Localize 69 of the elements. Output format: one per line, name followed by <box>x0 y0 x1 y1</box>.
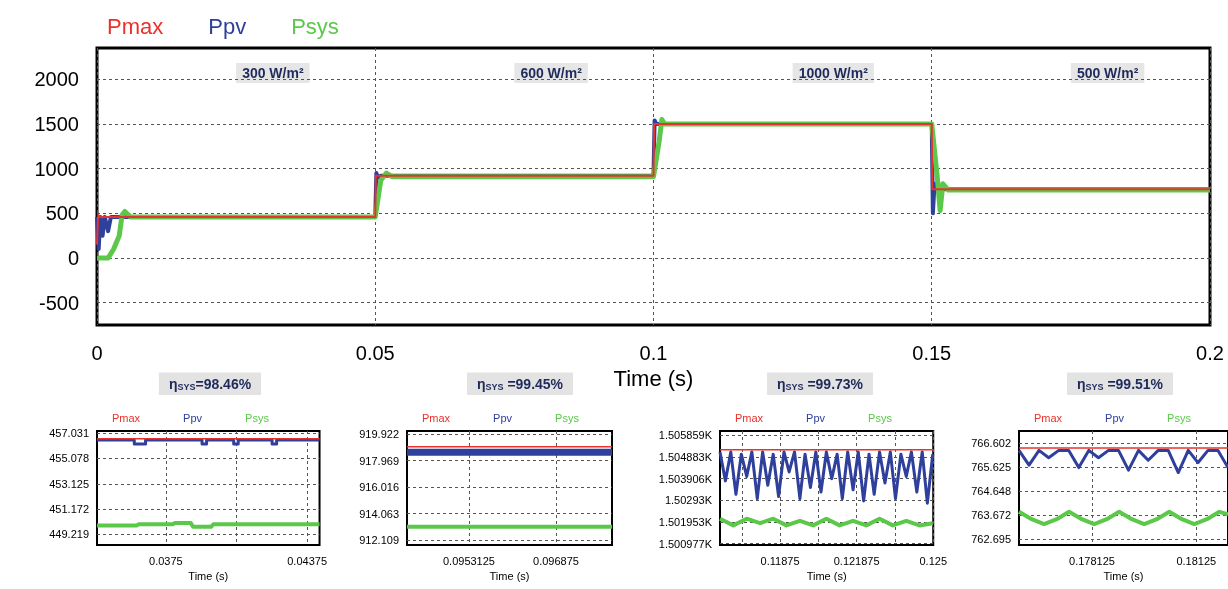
y-tick-label: 914.063 <box>359 507 399 520</box>
text: Pmax <box>735 412 764 424</box>
annotation: 300 W/m² <box>242 65 304 81</box>
x-tick-label: 0.0375 <box>149 554 183 567</box>
x-axis-title: Time (s) <box>613 366 694 392</box>
text: Psys <box>1167 412 1192 424</box>
y-tick-label: 766.602 <box>971 436 1011 449</box>
text: Pmax <box>1034 412 1063 424</box>
x-tick-label: 0.178125 <box>1069 554 1115 567</box>
y-tick-label: 1.505859K <box>658 429 713 442</box>
y-tick-label: 457.031 <box>49 427 89 440</box>
text: Ppv <box>208 13 247 39</box>
x-tick-label: 0.05 <box>355 342 395 364</box>
text: Psys <box>555 412 580 424</box>
y-tick-label: 1500 <box>34 112 79 135</box>
annotation: 1000 W/m² <box>798 65 869 81</box>
y-tick-label: -500 <box>38 291 79 314</box>
text: Ppv <box>493 412 513 424</box>
x-axis-title: Time (s) <box>1103 570 1144 583</box>
y-tick-label: 1.500977K <box>658 537 713 550</box>
text: Psys <box>245 412 270 424</box>
x-tick-label: 0.11875 <box>760 554 800 567</box>
x-tick-label: 0.18125 <box>1176 554 1217 567</box>
y-tick-label: 1.50293K <box>664 494 713 507</box>
y-tick-label: 449.219 <box>49 528 89 541</box>
x-tick-label: 0.125 <box>919 554 947 567</box>
y-tick-label: 912.109 <box>359 534 399 547</box>
y-tick-label: 453.125 <box>49 477 89 490</box>
chart-title: ηSYS =99.45% <box>476 375 564 392</box>
x-tick-label: 0.121875 <box>833 554 880 567</box>
x-axis-title: Time (s) <box>806 570 847 583</box>
text: Psys <box>291 13 339 39</box>
y-tick-label: 762.695 <box>971 532 1011 545</box>
y-tick-label: 765.625 <box>971 460 1011 473</box>
text: Psys <box>868 412 893 424</box>
chart-title: ηSYS =99.51% <box>1076 375 1164 392</box>
y-tick-label: 2000 <box>34 68 79 91</box>
annotation: 600 W/m² <box>520 65 583 81</box>
y-tick-label: 1.503906K <box>658 472 713 485</box>
x-tick-label: 0.0953125 <box>442 554 495 567</box>
text: Pmax <box>422 412 451 424</box>
y-tick-label: 916.016 <box>359 481 399 494</box>
y-tick-label: 1.504883K <box>658 450 713 463</box>
x-tick-label: 0 <box>91 342 103 364</box>
text: Ppv <box>1105 412 1125 424</box>
y-tick-label: 455.078 <box>49 452 89 465</box>
series-label: Pmax <box>112 412 141 424</box>
text: Ppv <box>806 412 826 424</box>
x-tick-label: 0.096875 <box>533 554 579 567</box>
y-tick-label: 1000 <box>34 157 79 180</box>
y-tick-label: 919.922 <box>359 428 399 441</box>
x-tick-label: 0.2 <box>1196 342 1224 364</box>
x-axis-title: Time (s) <box>188 570 229 583</box>
y-tick-label: 0 <box>67 246 79 269</box>
y-tick-label: 500 <box>45 202 79 225</box>
series-label: Ppv <box>183 412 203 424</box>
chart-title: ηSYS=98.46% <box>168 375 252 392</box>
y-tick-label: 1.501953K <box>658 516 713 528</box>
text: Pmax <box>107 13 164 39</box>
y-tick-label: 763.672 <box>971 508 1011 521</box>
y-tick-label: 764.648 <box>971 485 1011 497</box>
annotation: 500 W/m² <box>1076 65 1139 81</box>
x-tick-label: 0.15 <box>912 342 952 364</box>
x-tick-label: 0.1 <box>639 342 668 364</box>
y-tick-label: 917.969 <box>359 454 399 467</box>
chart-title: ηSYS =99.73% <box>776 375 864 392</box>
x-tick-label: 0.04375 <box>287 554 327 567</box>
x-axis-title: Time (s) <box>489 570 530 583</box>
y-tick-label: 451.172 <box>49 503 89 516</box>
